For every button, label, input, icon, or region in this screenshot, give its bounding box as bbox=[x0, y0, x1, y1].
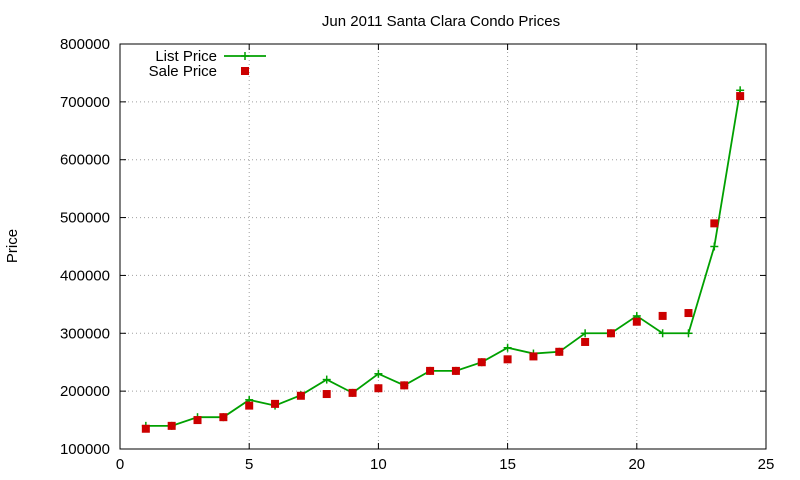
sale-price-point bbox=[400, 381, 409, 390]
x-tick-label: 20 bbox=[628, 456, 645, 473]
legend-swatch-sale-price bbox=[241, 67, 249, 75]
sale-price-point bbox=[219, 413, 228, 422]
legend-label-list-price: List Price bbox=[155, 48, 217, 65]
legend-label-sale-price: Sale Price bbox=[149, 63, 217, 80]
list-price-point bbox=[710, 242, 719, 251]
sale-price-point bbox=[736, 92, 745, 101]
sale-price-point bbox=[606, 329, 615, 338]
plot-frame bbox=[119, 43, 767, 450]
list-price-line bbox=[145, 90, 742, 427]
sale-price-point bbox=[710, 219, 719, 228]
y-tick-label: 700000 bbox=[60, 94, 110, 111]
y-tick-label: 800000 bbox=[60, 36, 110, 53]
list-price-point bbox=[322, 375, 331, 384]
sale-price-point bbox=[141, 424, 150, 433]
sale-price-point bbox=[477, 358, 486, 367]
axis-ticks: 0 5 10 15 20 25 100000 200000 300000 400000 500000… bbox=[60, 36, 774, 473]
list-price-point bbox=[684, 329, 693, 338]
x-tick-label: 5 bbox=[245, 456, 253, 473]
sale-price-point bbox=[374, 384, 383, 393]
sale-price-point bbox=[658, 311, 667, 320]
sale-price-point bbox=[451, 366, 460, 375]
sale-price-point bbox=[632, 317, 641, 326]
series-layer bbox=[141, 86, 745, 433]
y-tick-label: 400000 bbox=[60, 267, 110, 284]
sale-price-point bbox=[581, 337, 590, 346]
x-tick-label: 10 bbox=[370, 456, 387, 473]
y-tick-label: 200000 bbox=[60, 383, 110, 400]
sale-price-point bbox=[348, 388, 357, 397]
sale-price-point bbox=[322, 390, 331, 399]
legend-swatches bbox=[224, 52, 266, 75]
sale-price-point bbox=[245, 401, 254, 410]
x-tick-label: 0 bbox=[116, 456, 124, 473]
list-price-point bbox=[658, 329, 667, 338]
list-price-point bbox=[581, 329, 590, 338]
y-tick-label: 300000 bbox=[60, 325, 110, 342]
legend: List Price Sale Price bbox=[149, 48, 266, 80]
sale-price-point bbox=[529, 352, 538, 361]
y-tick-label: 600000 bbox=[60, 152, 110, 169]
gridlines bbox=[120, 44, 766, 449]
sale-price-point bbox=[296, 391, 305, 400]
sale-price-point bbox=[271, 399, 280, 408]
sale-price-point bbox=[555, 347, 564, 356]
chart-title: Jun 2011 Santa Clara Condo Prices bbox=[322, 13, 560, 30]
y-tick-label: 100000 bbox=[60, 441, 110, 458]
x-tick-label: 15 bbox=[499, 456, 516, 473]
list-price-point bbox=[374, 369, 383, 378]
sale-price-point bbox=[193, 416, 202, 425]
y-axis-label: Price bbox=[4, 229, 21, 263]
sale-price-point bbox=[426, 366, 435, 375]
sale-price-point bbox=[503, 355, 512, 364]
x-tick-label: 25 bbox=[758, 456, 775, 473]
list-price-point bbox=[503, 343, 512, 352]
y-tick-label: 500000 bbox=[60, 210, 110, 227]
sale-price-point bbox=[684, 309, 693, 318]
sale-price-point bbox=[167, 421, 176, 430]
